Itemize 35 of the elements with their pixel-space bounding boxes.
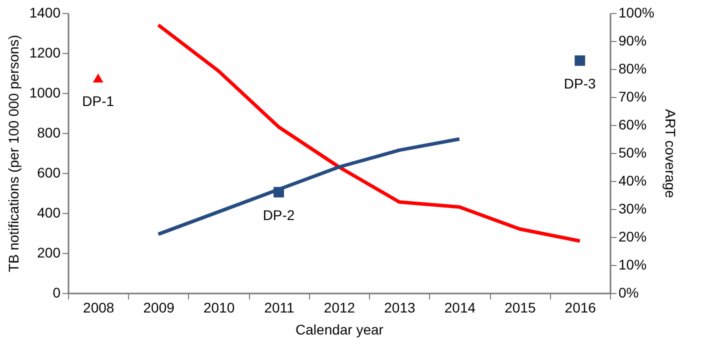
x-tick-label: 2016 (564, 300, 596, 316)
y-axis-title: TB notifications (per 100 000 persons) (5, 34, 22, 272)
y-tick-label: 1000 (29, 84, 61, 100)
y2-tick-label: 0% (618, 284, 639, 300)
y2-tick-label: 50% (618, 144, 647, 160)
x-tick-label: 2010 (203, 300, 235, 316)
series-label: DP-3 (564, 76, 596, 92)
x-tick-label: 2012 (324, 300, 356, 316)
y2-tick-label: 20% (618, 228, 647, 244)
y-tick-label: 400 (37, 204, 61, 220)
y-tick-label: 1200 (29, 44, 61, 60)
y-tick-label: 200 (37, 244, 61, 260)
x-tick-label: 2011 (264, 300, 295, 316)
y-tick-label: 600 (37, 164, 61, 180)
x-tick-label: 2009 (143, 300, 175, 316)
y2-tick-label: 90% (618, 32, 647, 48)
y-tick-label: 800 (37, 124, 61, 140)
y2-tick-label: 30% (618, 200, 647, 216)
y2-tick-label: 40% (618, 172, 647, 188)
y2-tick-label: 10% (618, 256, 647, 272)
y2-tick-label: 70% (618, 88, 647, 104)
x-tick-label: 2008 (83, 300, 114, 316)
x-tick-label: 2014 (444, 300, 476, 316)
y2-tick-label: 100% (618, 4, 654, 20)
y-tick-label: 1400 (29, 4, 61, 20)
y-tick-label: 0 (52, 284, 61, 300)
y2-tick-label: 60% (618, 116, 647, 132)
y2-axis-title: ART coverage (662, 109, 678, 198)
x-tick-label: 2015 (504, 300, 536, 316)
series-label: DP-1 (82, 93, 114, 109)
x-axis-title: Calendar year (296, 322, 384, 338)
series-label: DP-2 (262, 207, 295, 224)
x-tick-label: 2013 (384, 300, 416, 316)
y2-tick-label: 80% (618, 60, 647, 76)
line-series (156, 137, 462, 236)
